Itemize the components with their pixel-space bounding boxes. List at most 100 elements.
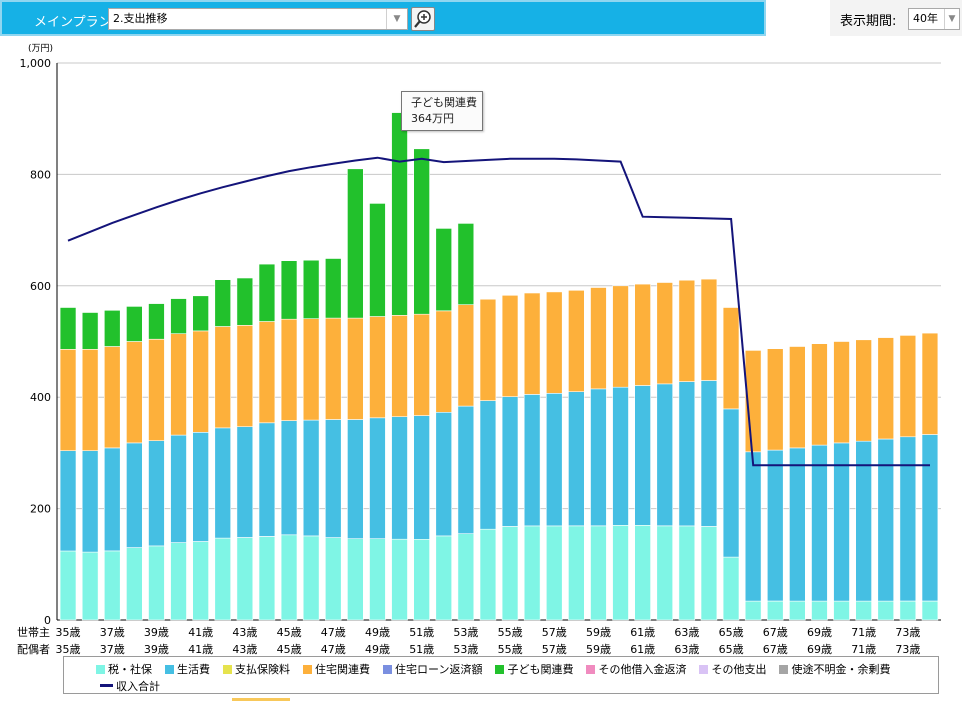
zoom-button[interactable]: [411, 7, 435, 31]
bar-segment: [457, 533, 475, 621]
bar-segment: [302, 318, 320, 421]
x-tick-label: 73歳: [895, 643, 920, 656]
x-tick-label: 71歳: [851, 643, 876, 656]
bar-segment: [700, 380, 718, 527]
tooltip-value: 364万円: [411, 112, 454, 125]
x-tick-label: 65歳: [719, 643, 744, 656]
x-tick-label: 47歳: [321, 643, 346, 656]
x-tick-label: 55歳: [498, 626, 523, 639]
x-tick-label: 47歳: [321, 626, 346, 639]
x-tick-label: 65歳: [719, 626, 744, 639]
chevron-down-icon[interactable]: ▼: [386, 9, 407, 29]
bar-segment: [457, 223, 475, 305]
bar-segment: [722, 556, 740, 621]
bar-segment: [391, 538, 408, 621]
legend-swatch: [96, 665, 105, 674]
y-tick-label: 0: [44, 614, 51, 627]
legend-swatch: [779, 665, 789, 674]
bar-segment: [722, 408, 740, 558]
bar-segment: [391, 416, 408, 540]
bar-segment: [789, 447, 806, 602]
bar-segment: [148, 440, 165, 547]
bar-segment: [347, 317, 364, 420]
bar-segment: [104, 309, 121, 347]
x-tick-label: 53歳: [453, 643, 478, 656]
legend-item[interactable]: その他借入金返済: [586, 661, 686, 677]
bar-segment: [192, 431, 209, 542]
bar-segment: [568, 289, 585, 392]
legend-item[interactable]: 住宅関連費: [303, 661, 370, 677]
chevron-down-icon[interactable]: ▼: [944, 9, 959, 29]
legend-label: 使途不明金・余剰費: [791, 663, 891, 676]
legend-label: 生活費: [177, 663, 210, 676]
bar-segment: [501, 526, 519, 621]
legend-item[interactable]: 使途不明金・余剰費: [779, 661, 890, 677]
bar-segment: [435, 310, 452, 413]
x-tick-label: 43歳: [232, 626, 257, 639]
legend-item[interactable]: 生活費: [165, 661, 210, 677]
bar-segment: [170, 542, 187, 621]
bar-segment: [921, 600, 939, 621]
legend-item[interactable]: 子ども関連費: [495, 661, 573, 677]
x-tick-label: 43歳: [232, 643, 257, 656]
legend-row: 税・社保 生活費 支払保険料 住宅関連費 住宅ローン返済額 子ども関連費 その他借入金返済 そ…: [96, 661, 903, 677]
bar-segment: [258, 422, 276, 537]
bar-segment: [811, 444, 828, 602]
legend-label: 住宅ローン返済額: [395, 663, 483, 676]
legend-swatch: [383, 665, 392, 674]
x-tick-label: 55歳: [498, 643, 523, 656]
plan-label: メインプラン：: [34, 15, 125, 30]
period-area: 表示期間: 40年 ▼: [830, 0, 962, 36]
bar-segment: [214, 427, 232, 539]
legend-item[interactable]: 税・社保: [96, 661, 152, 677]
tooltip-title: 子ども関連費: [411, 96, 477, 109]
bar-segment: [148, 303, 165, 340]
bar-segment: [612, 524, 629, 621]
bar-segment: [921, 332, 939, 435]
legend-item[interactable]: 住宅ローン返済額: [383, 661, 482, 677]
bar-segment: [656, 383, 673, 527]
bar-segment: [656, 525, 673, 621]
x-tick-label: 35歳: [56, 626, 81, 639]
bar-segment: [192, 541, 209, 621]
x-tick-label: 45歳: [277, 626, 302, 639]
bar-segment: [435, 228, 452, 312]
row-label-householder: 世帯主: [17, 626, 50, 639]
y-tick-label: 400: [30, 391, 51, 404]
bar-segment: [656, 282, 673, 385]
bar-segment: [280, 534, 298, 621]
y-tick-label: 1,000: [20, 57, 52, 70]
legend-swatch: [303, 665, 312, 674]
x-tick-label: 53歳: [453, 626, 478, 639]
bar-segment: [855, 339, 872, 442]
x-tick-label: 57歳: [542, 643, 567, 656]
bar-segment: [899, 436, 917, 602]
bar-segment: [59, 348, 77, 451]
legend-item[interactable]: 支払保険料: [223, 661, 290, 677]
x-tick-label: 39歳: [144, 643, 169, 656]
legend-item[interactable]: その他支出: [699, 661, 766, 677]
bar-segment: [479, 400, 497, 530]
y-tick-label: 800: [30, 168, 51, 181]
bar-segment: [324, 317, 342, 420]
period-select[interactable]: 40年 ▼: [908, 8, 960, 30]
bar-segment: [811, 343, 828, 446]
bar-segment: [59, 307, 77, 350]
bar-segment: [435, 411, 452, 537]
bar-segment: [280, 420, 298, 536]
bar-segment: [236, 537, 254, 621]
bar-segment: [568, 391, 585, 527]
bar-segment: [833, 442, 850, 602]
bar-segment: [369, 203, 386, 317]
legend-item[interactable]: 収入合計: [100, 678, 160, 694]
bar-segment: [457, 304, 475, 407]
bar-segment: [280, 318, 298, 421]
bar-segment: [789, 600, 806, 621]
row-label-spouse: 配偶者: [17, 643, 50, 656]
x-tick-label: 57歳: [542, 626, 567, 639]
bar-segment: [81, 348, 99, 451]
plan-select[interactable]: 2.支出推移 ▼: [108, 8, 408, 30]
x-tick-label: 41歳: [188, 626, 213, 639]
bar-segment: [214, 279, 232, 327]
